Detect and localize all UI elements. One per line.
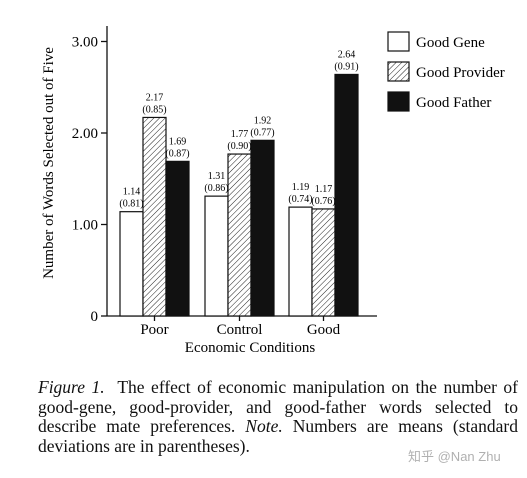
bar-sd-label: (0.91) xyxy=(334,61,358,72)
bar-sd-label: (0.74) xyxy=(288,194,312,205)
legend-label: Good Gene xyxy=(416,35,485,51)
bar xyxy=(119,211,144,317)
bar xyxy=(165,160,190,317)
bar-sd-label: (0.81) xyxy=(119,199,143,210)
bar-value-label: 1.92 xyxy=(254,115,272,126)
bar-value-label: 1.19 xyxy=(292,182,310,193)
legend-swatch xyxy=(387,31,410,52)
bar xyxy=(142,116,167,317)
x-axis-label: Economic Conditions xyxy=(185,340,316,356)
bar-sd-label: (0.76) xyxy=(311,196,335,207)
bar xyxy=(334,73,359,317)
y-tick-label: 0 xyxy=(91,309,99,325)
figure-caption-note-text: Numbers are means (standard deviations a… xyxy=(38,416,518,456)
figure-caption-note-label: Note. xyxy=(245,416,283,436)
y-tick-label: 3.00 xyxy=(72,35,98,51)
bar xyxy=(311,208,336,317)
bar-value-label: 1.69 xyxy=(169,136,187,147)
watermark: 知乎 @Nan Zhu xyxy=(408,449,501,464)
legend-label: Good Father xyxy=(416,95,491,111)
bar xyxy=(204,195,229,317)
y-tick-label: 1.00 xyxy=(72,218,98,234)
y-axis-label: Number of Words Selected out of Five xyxy=(41,47,57,279)
x-tick-label: Poor xyxy=(140,322,168,338)
bar-value-label: 1.14 xyxy=(123,187,141,198)
bar-sd-label: (0.90) xyxy=(227,141,251,152)
bar-sd-label: (0.85) xyxy=(142,104,166,115)
bar xyxy=(288,206,313,317)
bar-value-label: 1.31 xyxy=(208,171,226,182)
bar-value-label: 1.17 xyxy=(315,184,333,195)
x-tick-label: Control xyxy=(217,322,263,338)
bar-value-label: 1.77 xyxy=(231,129,249,140)
legend-swatch xyxy=(387,91,410,112)
bar-sd-label: (0.87) xyxy=(165,148,189,159)
bar-chart: Number of Words Selected out of Five Eco… xyxy=(41,26,505,356)
bar xyxy=(227,153,252,317)
figure-caption-text: The effect of economic manipulation on t… xyxy=(38,377,519,436)
figure-caption-label: Figure 1. xyxy=(38,377,105,397)
figure-caption: Figure 1. The effect of economic manipul… xyxy=(38,377,519,456)
legend-label: Good Provider xyxy=(416,65,505,81)
bar-sd-label: (0.77) xyxy=(250,127,274,138)
y-tick-label: 2.00 xyxy=(72,126,98,142)
bar-value-label: 2.64 xyxy=(338,49,356,60)
legend-swatch xyxy=(387,61,410,82)
bar-sd-label: (0.86) xyxy=(204,183,228,194)
bar-value-label: 2.17 xyxy=(146,92,164,103)
bar xyxy=(250,139,275,317)
x-tick-label: Good xyxy=(307,322,341,338)
